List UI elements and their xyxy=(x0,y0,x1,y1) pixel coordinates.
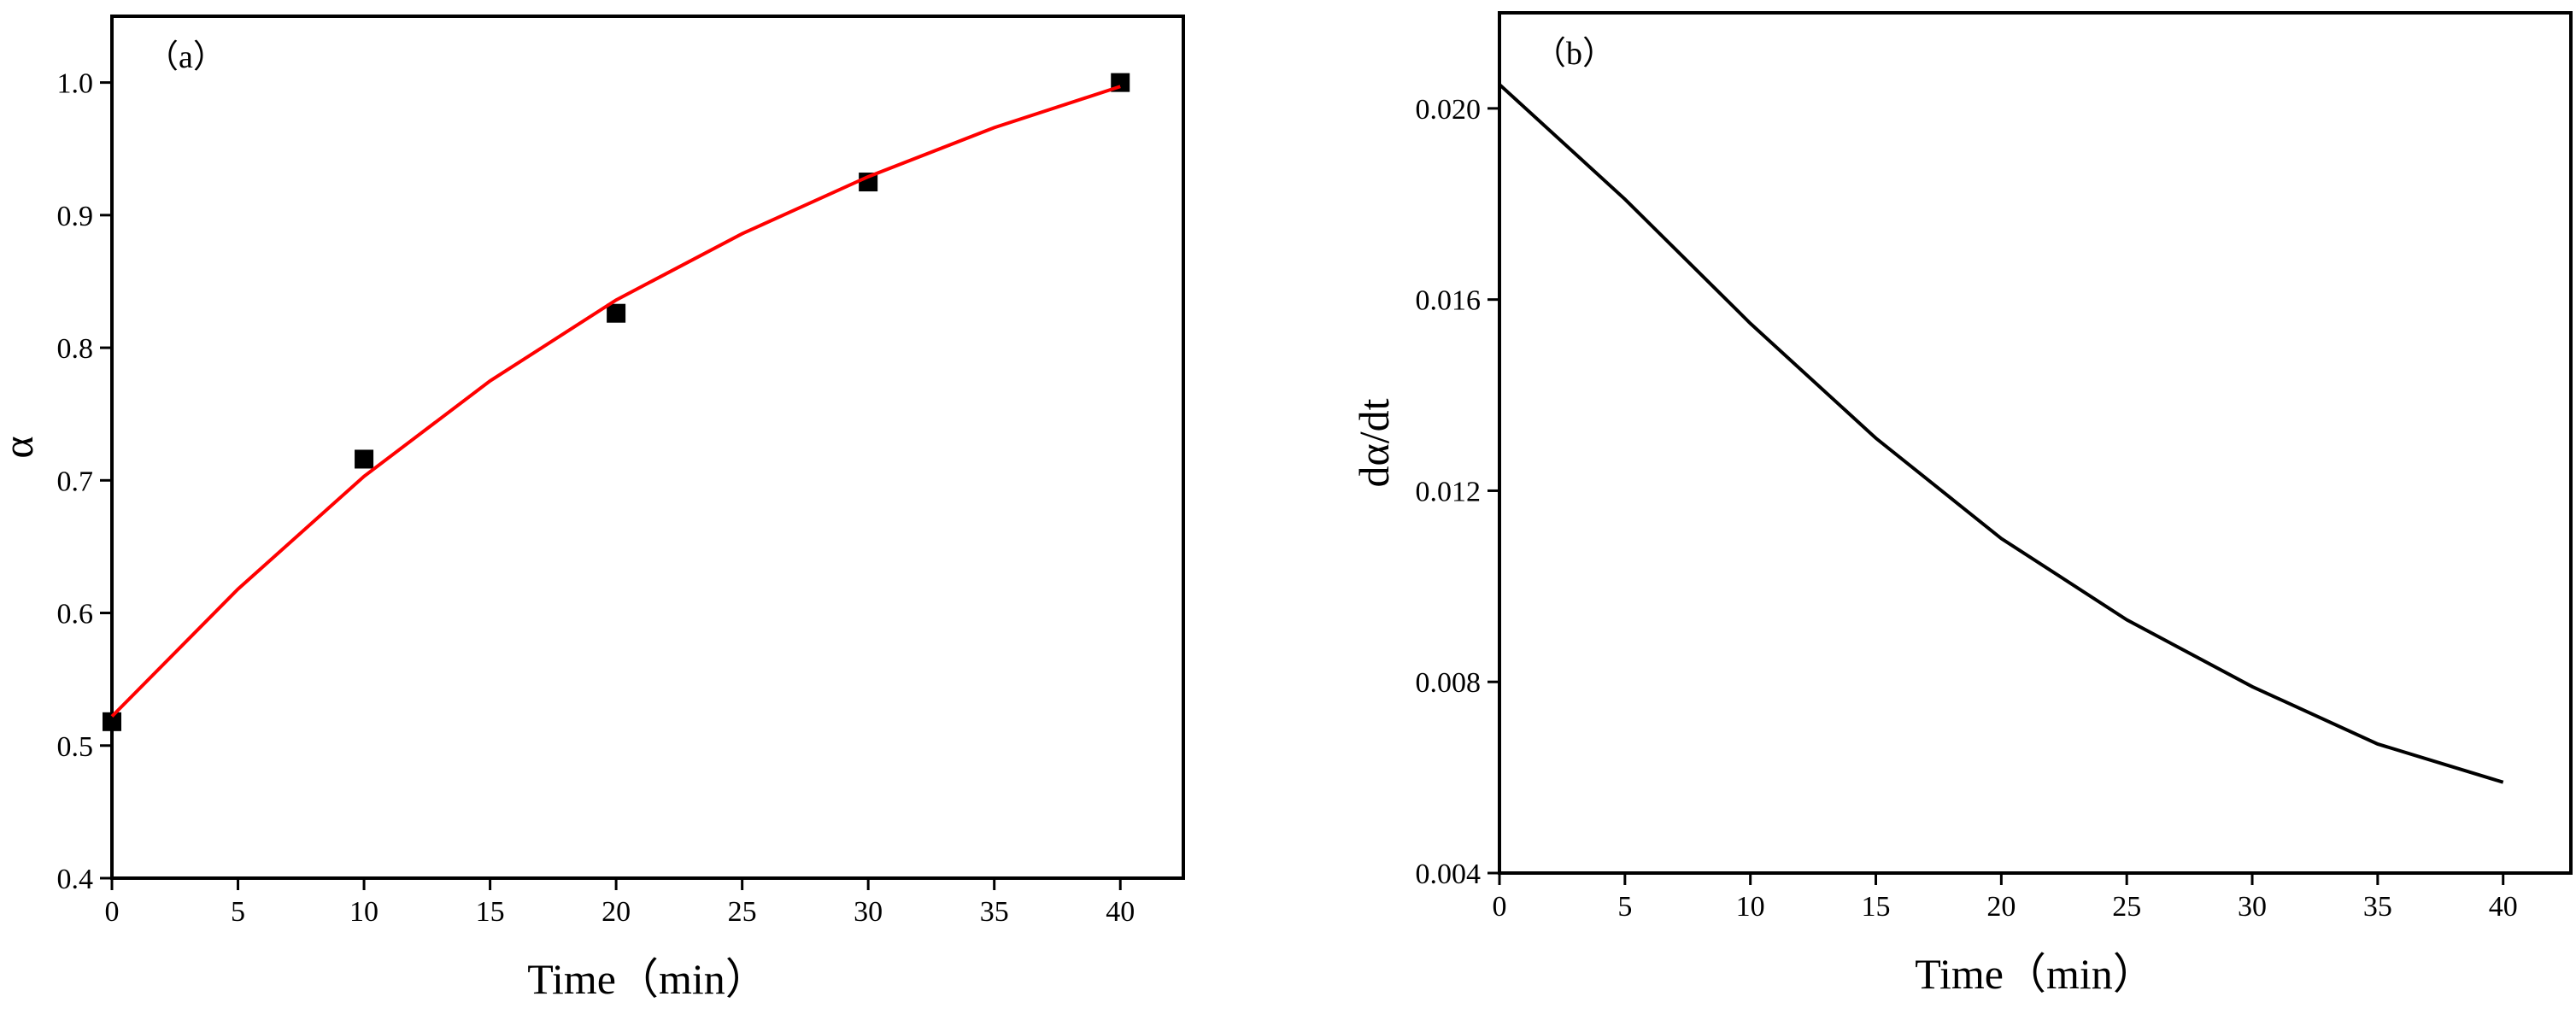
panel-label: （a） xyxy=(146,39,226,75)
x-tick-label: 5 xyxy=(231,896,245,928)
x-axis-label: Time（min） xyxy=(527,955,768,1003)
x-tick-label: 15 xyxy=(1862,891,1891,923)
x-tick-label: 25 xyxy=(2112,891,2141,923)
x-tick-label: 0 xyxy=(105,896,120,928)
data-line xyxy=(1498,83,2504,784)
x-tick-label: 35 xyxy=(2363,891,2392,923)
x-axis-label: Time（min） xyxy=(1915,950,2156,998)
x-tick-label: 10 xyxy=(1736,891,1765,923)
data-point xyxy=(103,712,121,731)
y-tick-label: 0.012 xyxy=(1416,476,1482,507)
y-tick-label: 0.6 xyxy=(57,599,94,630)
y-tick-label: 0.7 xyxy=(57,466,94,497)
y-tick-label: 0.4 xyxy=(57,864,94,895)
x-tick-label: 10 xyxy=(349,896,378,928)
x-tick-label: 40 xyxy=(2489,891,2518,923)
x-tick-label: 30 xyxy=(854,896,883,928)
y-tick-label: 0.016 xyxy=(1416,285,1482,317)
y-tick-label: 0.8 xyxy=(57,333,94,365)
x-tick-label: 20 xyxy=(601,896,631,928)
plot-frame xyxy=(110,15,1185,880)
x-tick-label: 0 xyxy=(1493,891,1507,923)
data-line xyxy=(110,85,1121,718)
y-axis-label: dα/dt xyxy=(1350,398,1398,487)
x-tick-label: 15 xyxy=(476,896,505,928)
y-tick-label: 0.008 xyxy=(1416,667,1482,699)
x-tick-label: 5 xyxy=(1617,891,1632,923)
data-point xyxy=(607,303,626,323)
data-point xyxy=(355,449,374,469)
y-tick-label: 0.5 xyxy=(57,731,94,763)
x-tick-label: 35 xyxy=(980,896,1009,928)
x-tick-label: 30 xyxy=(2238,891,2267,923)
x-tick-label: 25 xyxy=(728,896,757,928)
panel-label: （b） xyxy=(1534,36,1615,72)
x-tick-label: 20 xyxy=(1986,891,2016,923)
plot-frame xyxy=(1498,11,2573,875)
y-tick-label: 0.020 xyxy=(1416,94,1482,126)
y-axis-label: α xyxy=(0,436,42,458)
y-tick-label: 1.0 xyxy=(57,68,94,100)
x-tick-label: 40 xyxy=(1106,896,1135,928)
y-tick-label: 0.9 xyxy=(57,201,94,232)
y-tick-label: 0.004 xyxy=(1416,859,1482,890)
